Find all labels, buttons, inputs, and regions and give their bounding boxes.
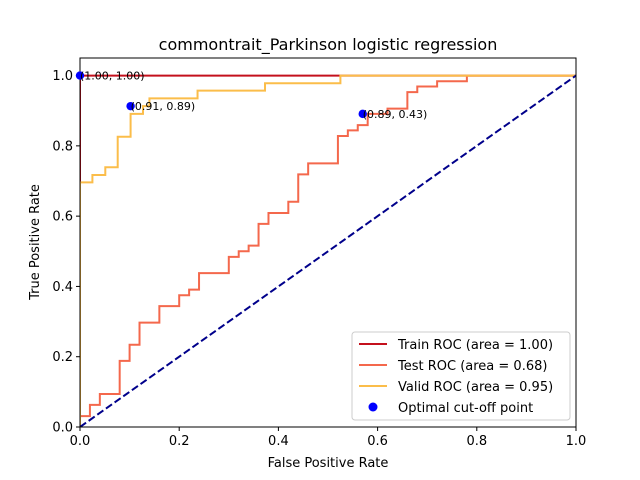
axis-ticks: 0.0 0.2 0.4 0.6 0.8 1.0 0.0 0.2 0.4 0.6 0.8 1.0 bbox=[52, 69, 586, 449]
x-tick-label: 0.6 bbox=[367, 434, 388, 449]
y-tick-label: 0.6 bbox=[52, 210, 73, 225]
x-axis-title: False Positive Rate bbox=[268, 456, 389, 471]
optimal-point-label: (0.89, 0.43) bbox=[363, 108, 428, 121]
x-tick-label: 1.0 bbox=[566, 434, 587, 449]
y-tick-label: 0.4 bbox=[52, 280, 73, 295]
legend-label: Optimal cut-off point bbox=[398, 401, 533, 416]
legend-label: Train ROC (area = 1.00) bbox=[397, 338, 553, 353]
optimal-point-label: (0.91, 0.89) bbox=[131, 100, 196, 113]
roc-series-line-2 bbox=[80, 74, 576, 427]
optimal-point-marker bbox=[75, 71, 85, 80]
legend: Train ROC (area = 1.00) Test ROC (area = … bbox=[351, 331, 571, 421]
roc-series-line-1 bbox=[80, 74, 576, 427]
x-tick-label: 0.2 bbox=[169, 434, 190, 449]
optimal-point-marker bbox=[358, 109, 367, 119]
x-tick-label: 0.8 bbox=[466, 434, 487, 449]
x-tick-label: 0.0 bbox=[70, 434, 91, 449]
y-axis-title: True Positive Rate bbox=[28, 184, 43, 301]
y-tick-label: 0.2 bbox=[52, 350, 73, 365]
legend-box bbox=[351, 331, 571, 421]
y-tick-label: 1.0 bbox=[52, 69, 73, 84]
x-tick-label: 0.4 bbox=[268, 434, 289, 449]
y-tick-label: 0.0 bbox=[52, 421, 73, 436]
legend-label: Valid ROC (area = 0.95) bbox=[398, 380, 553, 395]
plot-area bbox=[80, 74, 576, 427]
plot-frame bbox=[79, 57, 577, 428]
optimal-point-label: (1.00, 1.00) bbox=[80, 70, 145, 83]
chart-title: commontrait_Parkinson logistic regressio… bbox=[159, 35, 498, 55]
legend-dot-swatch bbox=[368, 402, 378, 412]
y-tick-label: 0.8 bbox=[52, 139, 73, 154]
optimal-point-marker bbox=[126, 101, 135, 111]
legend-label: Test ROC (area = 0.68) bbox=[397, 359, 547, 374]
chance-diagonal-line bbox=[80, 74, 576, 427]
